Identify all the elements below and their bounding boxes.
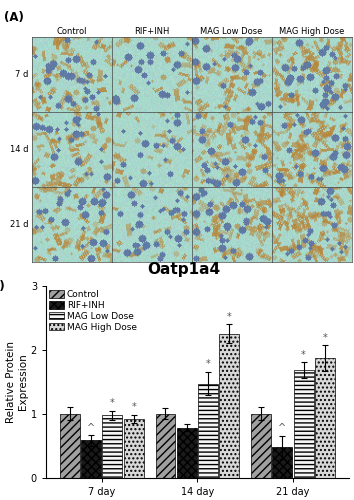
Text: ^: ^ [87,422,95,432]
Text: ^: ^ [278,424,286,434]
Bar [219,334,239,478]
Text: *: * [227,312,232,322]
Bar [155,414,176,478]
Text: Control: Control [56,27,87,36]
Text: MAG High Dose: MAG High Dose [279,27,344,36]
Text: *: * [131,402,136,412]
Bar [124,418,144,478]
Text: 7 d: 7 d [15,70,28,80]
Bar [251,414,271,478]
Text: *: * [301,350,306,360]
Legend: Control, RIF+INH, MAG Low Dose, MAG High Dose: Control, RIF+INH, MAG Low Dose, MAG High… [47,288,139,334]
Text: (A): (A) [4,12,23,24]
Y-axis label: Relative Protein
Expression: Relative Protein Expression [6,340,28,422]
Bar [272,448,292,478]
Text: *: * [322,332,327,342]
Bar [293,370,314,478]
Text: *: * [206,360,210,370]
Text: (B): (B) [0,280,5,293]
Text: MAG Low Dose: MAG Low Dose [200,27,263,36]
Text: *: * [110,398,115,408]
Text: Oatp1a4: Oatp1a4 [148,262,221,277]
Bar [81,440,101,478]
Bar [315,358,335,478]
Bar [60,414,80,478]
Bar [177,428,197,478]
Text: RIF+INH: RIF+INH [134,27,169,36]
Bar [198,384,218,478]
Text: 14 d: 14 d [10,146,28,154]
Text: 21 d: 21 d [10,220,28,230]
Bar [102,416,122,478]
